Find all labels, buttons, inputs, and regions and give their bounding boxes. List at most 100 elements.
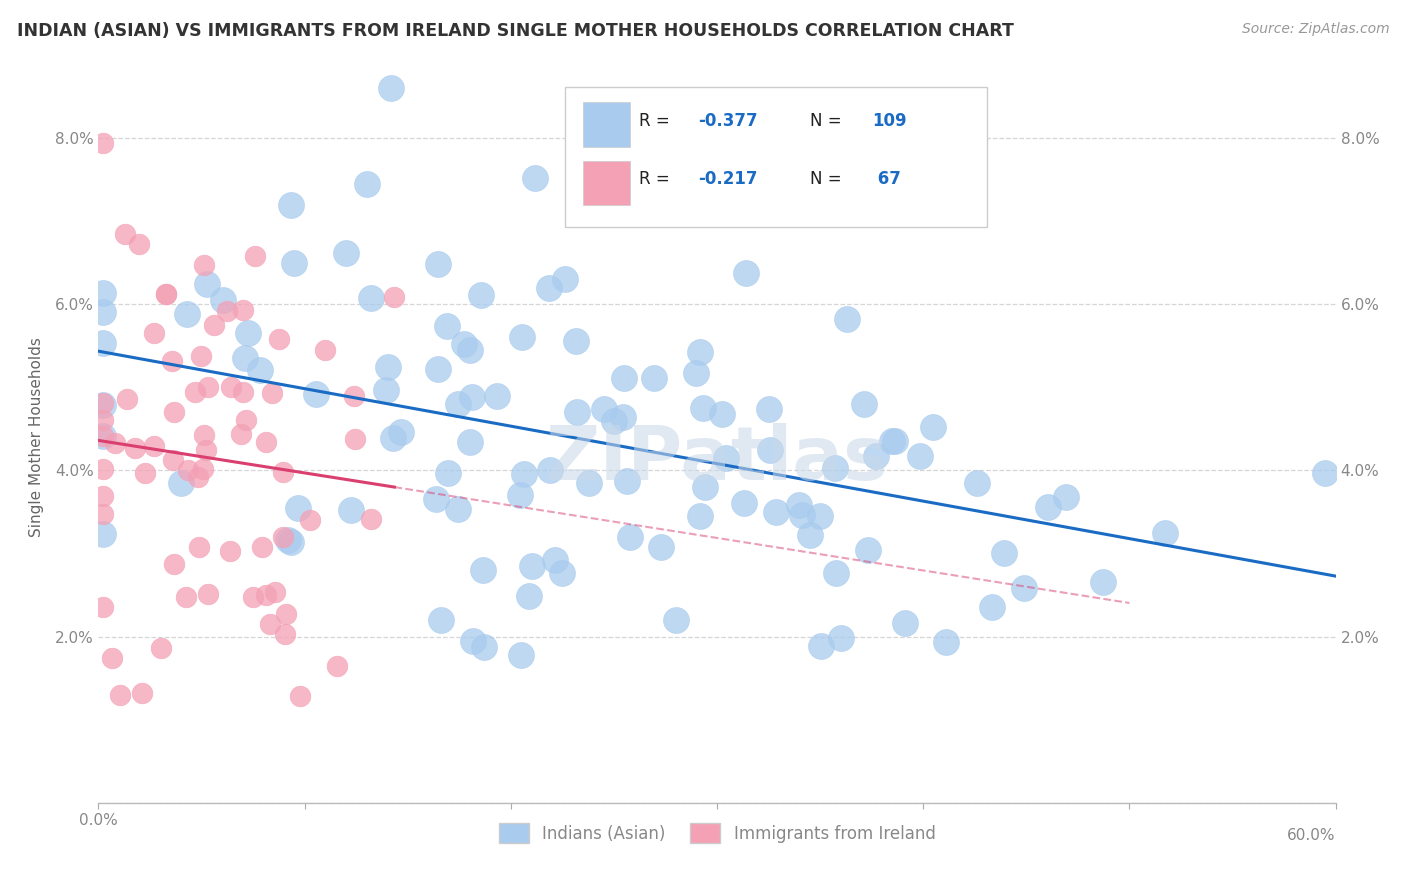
Text: 60.0%: 60.0%	[1288, 828, 1336, 843]
Point	[91, 429, 114, 443]
Point	[176, 307, 198, 321]
Point	[343, 432, 366, 446]
Point	[517, 589, 540, 603]
Point	[377, 360, 399, 375]
Point	[91, 305, 114, 319]
Point	[91, 461, 114, 475]
Point	[935, 635, 957, 649]
Point	[665, 613, 688, 627]
Point	[808, 508, 831, 523]
Point	[131, 686, 153, 700]
Point	[193, 427, 215, 442]
Point	[437, 466, 460, 480]
Point	[235, 413, 257, 427]
Point	[236, 326, 259, 340]
Point	[758, 402, 780, 417]
Point	[104, 436, 127, 450]
Point	[91, 396, 114, 410]
Point	[374, 384, 396, 398]
Point	[613, 371, 636, 385]
Point	[799, 528, 821, 542]
Point	[280, 198, 302, 212]
Text: R =: R =	[640, 112, 675, 129]
Point	[910, 449, 932, 463]
Point	[1012, 581, 1035, 595]
Point	[486, 389, 509, 403]
Point	[260, 386, 283, 401]
Point	[966, 475, 988, 490]
Point	[980, 600, 1002, 615]
Point	[269, 333, 291, 347]
Point	[212, 293, 235, 307]
Point	[565, 334, 588, 348]
Point	[232, 384, 254, 399]
Point	[427, 362, 450, 376]
Point	[830, 631, 852, 645]
Point	[461, 390, 484, 404]
Point	[273, 530, 295, 544]
Point	[735, 266, 758, 280]
Point	[470, 287, 492, 301]
Point	[150, 640, 173, 655]
Text: -0.377: -0.377	[699, 112, 758, 129]
Point	[447, 502, 470, 516]
Point	[382, 431, 405, 445]
Point	[1054, 490, 1077, 504]
Text: N =: N =	[810, 170, 846, 188]
Point	[360, 512, 382, 526]
Point	[824, 461, 846, 475]
Point	[229, 426, 252, 441]
Point	[326, 659, 349, 673]
Point	[197, 380, 219, 394]
Point	[692, 401, 714, 415]
FancyBboxPatch shape	[583, 161, 630, 205]
Point	[628, 157, 651, 171]
Point	[177, 463, 200, 477]
Point	[593, 402, 616, 417]
Point	[91, 489, 114, 503]
Point	[554, 271, 576, 285]
Point	[612, 409, 634, 424]
Point	[314, 343, 336, 358]
Point	[685, 366, 707, 380]
Point	[91, 429, 114, 443]
Point	[765, 505, 787, 519]
Point	[143, 440, 166, 454]
Point	[101, 651, 124, 665]
Point	[215, 304, 238, 318]
Point	[619, 530, 641, 544]
Point	[453, 337, 475, 351]
Y-axis label: Single Mother Households: Single Mother Households	[28, 337, 44, 537]
Point	[191, 461, 214, 475]
Point	[1154, 526, 1177, 541]
Point	[714, 450, 737, 465]
Point	[232, 302, 254, 317]
Legend: Indians (Asian), Immigrants from Ireland: Indians (Asian), Immigrants from Ireland	[492, 817, 942, 849]
Point	[190, 349, 212, 363]
Text: R =: R =	[640, 170, 675, 188]
Point	[380, 81, 402, 95]
Point	[280, 535, 302, 549]
Point	[219, 543, 242, 558]
Point	[91, 285, 114, 300]
Point	[188, 540, 211, 554]
Point	[174, 591, 197, 605]
FancyBboxPatch shape	[583, 102, 630, 146]
Point	[254, 435, 277, 450]
Point	[810, 639, 832, 653]
Point	[837, 312, 859, 326]
Point	[853, 397, 876, 411]
Text: 67: 67	[872, 170, 901, 188]
Point	[787, 498, 810, 512]
Point	[274, 607, 297, 621]
Point	[163, 405, 186, 419]
Point	[195, 277, 218, 291]
Point	[856, 543, 879, 558]
Point	[922, 420, 945, 434]
Point	[162, 452, 184, 467]
Text: N =: N =	[810, 112, 846, 129]
Point	[305, 387, 328, 401]
Point	[91, 413, 114, 427]
Point	[233, 351, 256, 366]
Point	[538, 281, 561, 295]
